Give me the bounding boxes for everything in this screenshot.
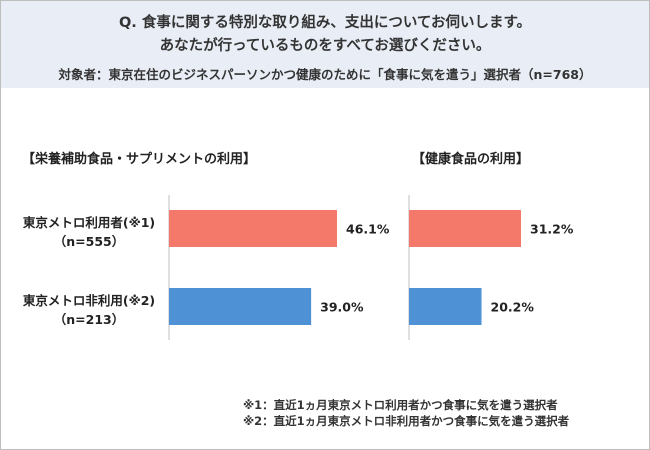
row-label-metro-users: 東京メトロ利用者(※1) （n=555） bbox=[14, 212, 164, 250]
value-label-metro-users: 31.2% bbox=[530, 222, 574, 237]
chart-title-supplements: 【栄養補助食品・サプリメントの利用】 bbox=[22, 152, 257, 167]
bar-metro-nonusers bbox=[409, 288, 482, 325]
row-label-metro-users-n: （n=555） bbox=[53, 234, 125, 249]
question-header: Q. 食事に関する特別な取り組み、支出についてお伺いします。 あなたが行っている… bbox=[1, 1, 649, 88]
value-label-metro-nonusers: 39.0% bbox=[320, 300, 364, 315]
value-label-metro-nonusers: 20.2% bbox=[491, 300, 535, 315]
bar-metro-users bbox=[409, 210, 521, 247]
footnote-1: ※1：直近1ヵ月東京メトロ利用者かつ食事に気を遣う選択者 bbox=[243, 398, 558, 412]
bar-metro-users bbox=[169, 210, 337, 247]
footnotes: ※1：直近1ヵ月東京メトロ利用者かつ食事に気を遣う選択者 ※2：直近1ヵ月東京メ… bbox=[243, 397, 569, 429]
question-line-1: Q. 食事に関する特別な取り組み、支出についてお伺いします。 bbox=[118, 15, 532, 31]
chart-health-foods: 31.2% 20.2% bbox=[408, 195, 574, 340]
row-label-metro-users-name: 東京メトロ利用者(※1) bbox=[22, 215, 156, 230]
row-label-metro-nonusers-n: （n=213） bbox=[53, 312, 125, 327]
footnote-2: ※2：直近1ヵ月東京メトロ非利用者かつ食事に気を遣う選択者 bbox=[243, 414, 570, 428]
chart-title-health-foods: 【健康食品の利用】 bbox=[412, 152, 530, 167]
target-respondents: 対象者：東京在住のビジネスパーソンかつ健康のために「食事に気を遣う」選択者（n=… bbox=[58, 67, 592, 82]
chart-supplements: 46.1% 39.0% bbox=[168, 195, 390, 340]
row-label-metro-nonusers: 東京メトロ非利用(※2) （n=213） bbox=[14, 290, 164, 328]
row-label-metro-nonusers-name: 東京メトロ非利用(※2) bbox=[22, 293, 156, 308]
bar-metro-nonusers bbox=[169, 288, 312, 325]
value-label-metro-users: 46.1% bbox=[346, 222, 390, 237]
question-line-2: あなたが行っているものをすべてお選びください。 bbox=[159, 38, 491, 54]
